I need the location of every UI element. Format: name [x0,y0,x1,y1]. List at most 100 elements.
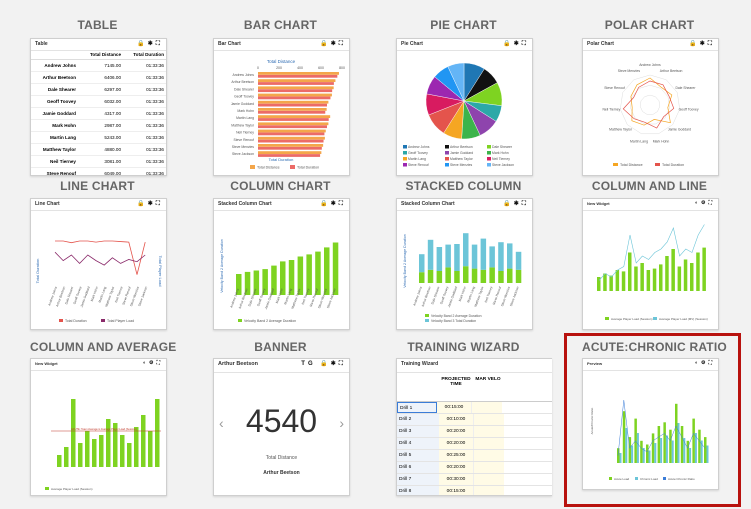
tile-stacked-column[interactable]: STACKED COLUMN Stacked Column Chart 🔒✱⛶ V… [396,176,533,330]
chart-label: Mark Hohn [90,286,99,302]
column-bar [669,429,672,463]
tile-acute-chronic-ratio[interactable]: ACUTE:CHRONIC RATIO Preview ◐⚙⛶ Acute/Chr… [582,338,727,496]
banner-next-arrow[interactable]: › [339,415,344,431]
bar [258,122,329,126]
chart-label: Geoff Toovey [408,151,428,155]
widget-thumbnail[interactable]: Bar Chart 🔒✱⛶ Total Distance 0 200 400 600 800… [213,38,350,176]
wizard-table: PROJECTED TIME MAR VELO Drill 1 00:15:00 D… [397,373,552,495]
table-row[interactable]: Andrew Johns 7145.00 01:33:36 [31,60,166,72]
legend-swatch [445,157,449,161]
velo-cell [473,462,504,473]
widget-thumbnail[interactable]: New Widget ◐⚙⛶ Average Player Load (Sessi… [582,198,719,330]
tile-training-wizard[interactable]: TRAINING WIZARD Training Wizard PROJECTE… [396,338,552,496]
table-row[interactable]: Arthur Beetson 6406.00 01:33:36 [31,72,166,84]
widget-thumbnail[interactable]: Table 🔒✱⛶ Total Distance Total Duration A… [30,38,167,176]
drill-name[interactable]: Drill 7 [397,474,439,485]
column-bar [155,399,160,467]
tile-title: BANNER [254,340,307,354]
projected-time: 00:20:00 [439,462,473,473]
legend-swatch [487,145,491,149]
column-bar [660,438,663,463]
table-row[interactable]: Steve Renouf 6049.00 01:33:36 [31,168,166,175]
drill-name[interactable]: Drill 2 [397,414,439,425]
series-line [622,80,675,129]
tile-table[interactable]: TABLE Table 🔒✱⛶ Total Distance Total Dura… [30,14,167,176]
widget-toolbar-icons: 🔒✱⛶ [503,201,529,207]
tile-column-chart[interactable]: COLUMN CHART Stacked Column Chart 🔒✱⛶ Vel… [213,176,350,330]
column-bar [671,440,674,463]
drill-name[interactable]: Drill 4 [397,438,439,449]
wizard-row[interactable]: Drill 4 00:20:00 [397,438,552,450]
tile-pie-chart[interactable]: PIE CHART Pie Chart 🔒✱⛶ Andrew Johns Arthu… [396,14,533,176]
widget-thumbnail[interactable]: Preview ◐⚙⛶ Acute/Chronic Ratio Acute Load… [582,358,719,490]
chart-label: 0 [257,66,259,70]
tile-line-chart[interactable]: LINE CHART Line Chart 🔒✱⛶ Total Duration T… [30,176,167,330]
wizard-row[interactable]: Drill 2 00:10:00 [397,414,552,426]
tile-column-and-average[interactable]: COLUMN AND AVERAGE New Widget ◐⚙⛶ ACUTE: … [30,338,176,496]
wizard-row[interactable]: Drill 5 00:25:00 [397,450,552,462]
table-row[interactable]: Geoff Toovey 6032.00 01:33:36 [31,96,166,108]
table-cell: Geoff Toovey [46,99,76,104]
legend-swatch [45,487,49,490]
widget-thumbnail[interactable]: Polar Chart 🔒✱⛶ Andrew Johns Arthur Beetso… [582,38,719,176]
column-bar [436,271,443,283]
wizard-row[interactable]: Drill 3 00:20:00 [397,426,552,438]
banner-prev-arrow[interactable]: ‹ [219,415,224,431]
chart-label: Martin Lang [236,116,254,120]
column-bar [78,443,83,467]
table-row[interactable]: Matthew Taylor 4880.00 01:33:36 [31,144,166,156]
column-bar [288,260,295,295]
chart-label: Steve Menzies [500,286,511,307]
drill-name[interactable]: Drill 3 [397,426,439,437]
bar [258,82,334,85]
velo-cell [473,486,504,495]
column-bar [120,435,125,467]
wizard-row[interactable]: Drill 8 00:15:00 [397,486,552,495]
column-chart: Velocity Band 2 Average Duration Andrew J… [220,239,339,323]
bar [258,86,334,90]
table-cell: 6297.00 [104,87,121,92]
drill-name[interactable]: Drill 8 [397,486,439,495]
tile-column-and-line[interactable]: COLUMN AND LINE New Widget ◐⚙⛶ Average Pl… [582,176,719,330]
projected-time: 00:25:00 [439,450,473,461]
chart-label: Arthur Beetson [231,80,254,84]
tile-polar-chart[interactable]: POLAR CHART Polar Chart 🔒✱⛶ Andrew Johns A… [582,14,719,176]
drill-name[interactable]: Drill 6 [397,462,439,473]
widget-thumbnail[interactable]: Stacked Column Chart 🔒✱⛶ Velocity Band 2 … [396,198,533,330]
legend-swatch [59,319,63,322]
table-cell: Mark Hohn [52,123,76,128]
tile-bar-chart[interactable]: BAR CHART Bar Chart 🔒✱⛶ Total Distance 0 20… [213,14,350,176]
drill-name[interactable]: Drill 1 [397,402,437,413]
chart-label: Andrew Johns [233,73,255,77]
widget-thumbnail[interactable]: Stacked Column Chart 🔒✱⛶ Velocity Band 2 … [213,198,350,330]
chart-label: Jamie Goddard [668,128,691,132]
table-row[interactable]: Mark Hohn 2987.00 01:33:36 [31,120,166,132]
projected-time: 00:30:00 [439,474,473,485]
bar [258,118,329,121]
table-cell: 01:33:36 [146,87,164,92]
chart-label: Total Duration [65,319,87,323]
widget-thumbnail[interactable]: Pie Chart 🔒✱⛶ Andrew Johns Arthur Beetson D… [396,38,533,176]
table-cell: 01:33:36 [146,75,164,80]
widget-thumbnail[interactable]: Arthur Beetson TG 🔒✱⛶ ‹ › 4540 Total Dist… [213,358,350,496]
widget-thumbnail[interactable]: Training Wizard PROJECTED TIME MAR VELO … [396,358,552,496]
column-bar [677,423,680,463]
column-bar [134,427,139,467]
widget-thumbnail[interactable]: New Widget ◐⚙⛶ ACUTE: Team Average is Ave… [30,358,167,496]
widget-toolbar-icons: 🔒✱⛶ [137,201,163,207]
column-bar [85,431,90,467]
widget-thumbnail[interactable]: Line Chart 🔒✱⛶ Total Duration Total Player… [30,198,167,330]
wizard-row[interactable]: Drill 1 00:15:00 [397,402,552,414]
table-row[interactable]: Martin Lang 5243.00 01:33:36 [31,132,166,144]
table-row[interactable]: Dale Shearer 6297.00 01:33:36 [31,84,166,96]
tile-banner[interactable]: BANNER Arthur Beetson TG 🔒✱⛶ ‹ › 4540 Tot… [213,338,350,496]
drill-name[interactable]: Drill 5 [397,450,439,461]
chart-label: Martin Lang [283,288,293,305]
wizard-row[interactable]: Drill 6 00:20:00 [397,462,552,474]
table-row[interactable]: Jamie Goddard 4317.00 01:33:36 [31,108,166,120]
column-bar [515,251,522,270]
polar-chart: Andrew Johns Arthur Beetson Dale Shearer Ge… [602,63,698,167]
wizard-row[interactable]: Drill 7 00:30:00 [397,474,552,486]
bar [258,96,331,100]
table-row[interactable]: Neil Tierney 3081.00 01:33:36 [31,156,166,168]
